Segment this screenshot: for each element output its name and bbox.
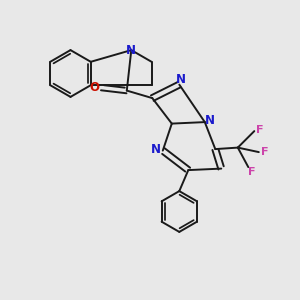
Text: O: O — [90, 81, 100, 94]
Text: N: N — [176, 73, 186, 86]
Text: F: F — [248, 167, 255, 177]
Text: F: F — [261, 147, 268, 157]
Text: F: F — [256, 124, 263, 135]
Text: N: N — [205, 114, 215, 127]
Text: N: N — [151, 142, 161, 156]
Text: N: N — [126, 44, 136, 57]
